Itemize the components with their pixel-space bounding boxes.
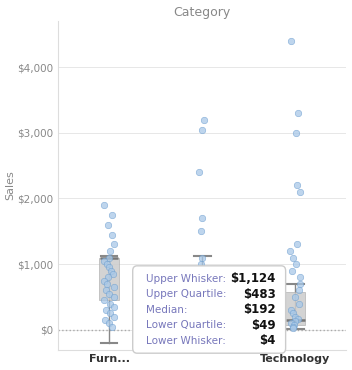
Text: Lower Whisker:: Lower Whisker: <box>146 336 226 346</box>
Point <box>292 294 298 300</box>
Point <box>102 202 107 208</box>
Point <box>196 320 201 326</box>
Point <box>201 324 207 330</box>
Point <box>200 326 205 332</box>
Point <box>197 281 203 287</box>
Point <box>194 327 200 333</box>
Point <box>295 242 300 248</box>
Point <box>106 265 112 270</box>
Point <box>199 255 205 260</box>
Point <box>201 117 207 122</box>
Point <box>103 287 109 293</box>
Point <box>296 287 302 293</box>
Text: $49: $49 <box>251 319 276 332</box>
Point <box>109 324 115 330</box>
Point <box>111 284 117 290</box>
Point <box>202 314 207 320</box>
Text: Median:: Median: <box>146 305 187 314</box>
Point <box>199 215 205 221</box>
Point <box>107 248 112 254</box>
Point <box>199 127 205 132</box>
Point <box>202 275 208 280</box>
Title: Category: Category <box>174 6 231 18</box>
Point <box>200 287 206 293</box>
Point <box>288 38 294 44</box>
Point <box>289 268 295 274</box>
Point <box>109 232 114 238</box>
Point <box>112 242 117 248</box>
Point <box>295 182 300 188</box>
Point <box>106 222 111 228</box>
Point <box>295 316 301 322</box>
Point <box>296 301 302 307</box>
FancyBboxPatch shape <box>133 266 285 353</box>
Point <box>196 169 202 175</box>
Point <box>101 258 107 264</box>
Point <box>107 320 112 326</box>
Point <box>101 297 107 303</box>
Point <box>290 325 296 331</box>
Point <box>111 294 117 300</box>
Point <box>290 255 296 260</box>
Point <box>288 248 293 254</box>
Point <box>101 278 107 283</box>
Point <box>104 261 109 267</box>
Text: Lower Quartile:: Lower Quartile: <box>146 320 226 330</box>
Point <box>198 261 203 267</box>
Bar <box>285 292 306 324</box>
Point <box>108 268 114 274</box>
Point <box>293 130 298 136</box>
Point <box>199 316 204 322</box>
Point <box>109 212 115 218</box>
Point <box>198 302 203 308</box>
Point <box>198 228 203 234</box>
Point <box>111 314 117 320</box>
Text: Upper Quartile:: Upper Quartile: <box>146 289 226 299</box>
Point <box>290 310 296 316</box>
Point <box>106 291 111 297</box>
Point <box>106 255 112 260</box>
Point <box>111 304 117 310</box>
Point <box>298 275 303 280</box>
Point <box>199 297 205 303</box>
Point <box>107 310 113 316</box>
Point <box>105 275 111 280</box>
Point <box>203 268 209 274</box>
Point <box>107 301 113 307</box>
Point <box>201 306 207 312</box>
Point <box>297 189 303 195</box>
Point <box>288 320 294 326</box>
Bar <box>99 258 119 300</box>
Point <box>103 307 109 313</box>
Point <box>198 309 203 314</box>
Point <box>104 281 109 287</box>
Point <box>202 321 208 327</box>
Point <box>199 324 204 330</box>
Point <box>297 281 303 287</box>
Point <box>204 318 209 324</box>
Point <box>290 324 296 330</box>
Point <box>199 311 205 317</box>
Text: Upper Whisker:: Upper Whisker: <box>146 273 226 283</box>
Y-axis label: Sales: Sales <box>6 171 15 200</box>
Point <box>288 307 294 313</box>
Point <box>292 318 298 324</box>
Point <box>294 261 299 267</box>
Text: $483: $483 <box>243 287 276 300</box>
Point <box>295 110 300 116</box>
Text: $1,124: $1,124 <box>230 272 276 285</box>
Text: $192: $192 <box>243 303 276 316</box>
Point <box>199 326 204 332</box>
Point <box>197 293 202 299</box>
Point <box>199 322 204 328</box>
Point <box>291 322 296 327</box>
Point <box>292 314 298 320</box>
Point <box>110 271 115 277</box>
Point <box>102 317 108 323</box>
Text: $4: $4 <box>259 334 276 347</box>
Bar <box>192 298 212 327</box>
